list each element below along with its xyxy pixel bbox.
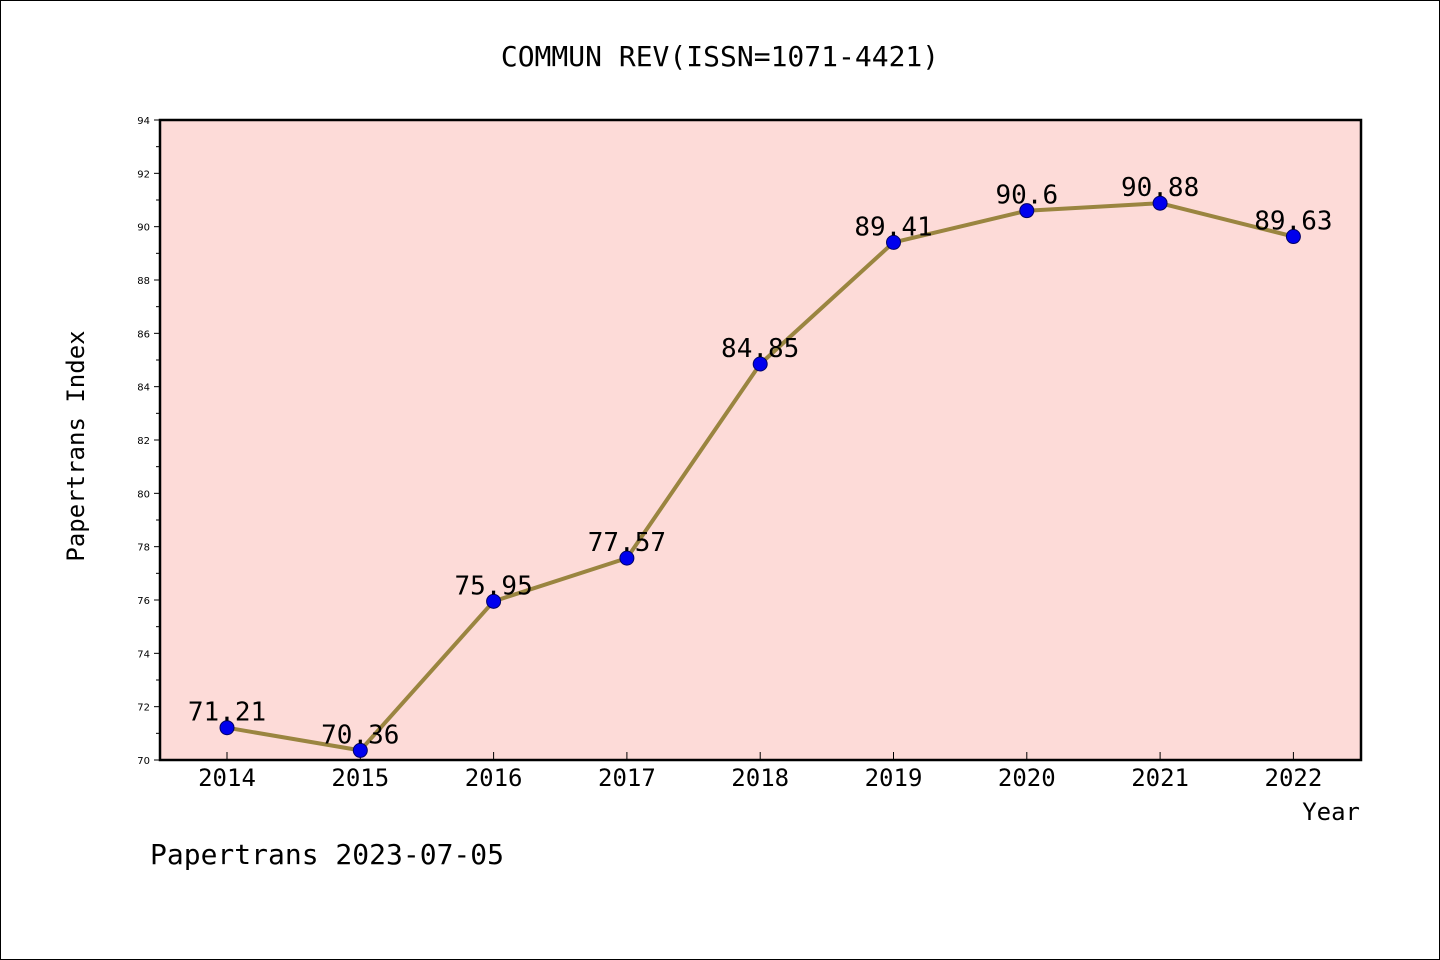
x-tick-label: 2019 bbox=[865, 764, 923, 792]
y-tick-label: 88 bbox=[137, 276, 150, 287]
y-tick-label: 94 bbox=[137, 116, 150, 127]
y-tick-label: 84 bbox=[137, 383, 150, 394]
data-point-marker bbox=[219, 720, 235, 736]
chart-title: COMMUN REV(ISSN=1071-4421) bbox=[501, 40, 939, 73]
data-point-marker bbox=[1152, 195, 1168, 211]
data-point-marker bbox=[1019, 203, 1035, 219]
y-tick-label: 70 bbox=[137, 756, 150, 767]
plot-area bbox=[160, 120, 1361, 760]
y-axis-label: Papertrans Index bbox=[62, 330, 90, 561]
y-tick-label: 76 bbox=[137, 596, 150, 607]
x-tick-label: 2017 bbox=[598, 764, 656, 792]
x-tick-label: 2021 bbox=[1131, 764, 1189, 792]
x-tick-label: 2016 bbox=[465, 764, 523, 792]
y-tick-label: 82 bbox=[137, 436, 150, 447]
data-point-label: 90.88 bbox=[1121, 173, 1199, 203]
y-tick-label: 74 bbox=[137, 649, 150, 660]
x-tick-label: 2018 bbox=[731, 764, 789, 792]
y-axis-ticks: 70 72 74 76 78 80 82 84 86 88 90 92 94 bbox=[137, 116, 160, 767]
data-point-label: 71.21 bbox=[188, 698, 266, 728]
data-point-label: 89.63 bbox=[1254, 207, 1332, 237]
data-point-marker bbox=[486, 593, 502, 609]
data-point-label: 84.85 bbox=[721, 334, 799, 364]
y-tick-label: 78 bbox=[137, 543, 150, 554]
data-point-label: 77.57 bbox=[588, 528, 666, 558]
data-point-marker bbox=[352, 742, 368, 758]
x-tick-label: 2022 bbox=[1265, 764, 1323, 792]
y-tick-label: 92 bbox=[137, 169, 150, 180]
y-tick-label: 72 bbox=[137, 703, 150, 714]
footer-watermark: Papertrans 2023-07-05 bbox=[150, 838, 504, 871]
data-point-marker bbox=[752, 356, 768, 372]
x-tick-label: 2014 bbox=[198, 764, 256, 792]
data-markers bbox=[219, 195, 1301, 758]
x-tick-label: 2020 bbox=[998, 764, 1056, 792]
plot-border bbox=[158, 118, 1363, 762]
data-point-marker bbox=[886, 234, 901, 250]
data-point-label: 70.36 bbox=[321, 720, 399, 750]
data-point-label: 90.6 bbox=[995, 181, 1058, 211]
y-tick-label: 90 bbox=[137, 223, 150, 234]
x-axis-label: Year bbox=[1302, 798, 1360, 826]
data-point-marker bbox=[1285, 229, 1301, 245]
data-labels: 71.21 70.36 75.95 77.57 84.85 89.41 90.6 90.88 8… bbox=[188, 173, 1333, 750]
y-tick-label: 80 bbox=[137, 489, 150, 500]
data-point-label: 75.95 bbox=[454, 571, 532, 601]
data-point-marker bbox=[619, 550, 635, 566]
data-point-label: 89.41 bbox=[854, 212, 932, 242]
x-axis-ticks: 2014 2015 2016 2017 2018 2019 2020 2021 2022 bbox=[198, 752, 1322, 792]
y-tick-label: 86 bbox=[137, 329, 150, 340]
x-tick-label: 2015 bbox=[331, 764, 389, 792]
